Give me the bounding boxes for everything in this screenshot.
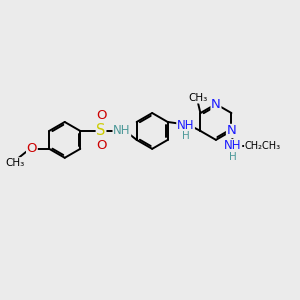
Text: N: N (226, 124, 236, 137)
Text: N: N (211, 98, 221, 111)
Text: NH: NH (113, 124, 130, 137)
Text: NH: NH (177, 119, 194, 132)
Text: S: S (96, 123, 106, 138)
Text: H: H (182, 131, 190, 141)
Text: O: O (96, 110, 106, 122)
Text: CH₂CH₃: CH₂CH₃ (244, 141, 281, 151)
Text: O: O (27, 142, 37, 155)
Text: NH: NH (224, 140, 242, 152)
Text: CH₃: CH₃ (5, 158, 24, 168)
Text: CH₃: CH₃ (188, 93, 207, 103)
Text: O: O (96, 140, 106, 152)
Text: H: H (229, 152, 237, 162)
